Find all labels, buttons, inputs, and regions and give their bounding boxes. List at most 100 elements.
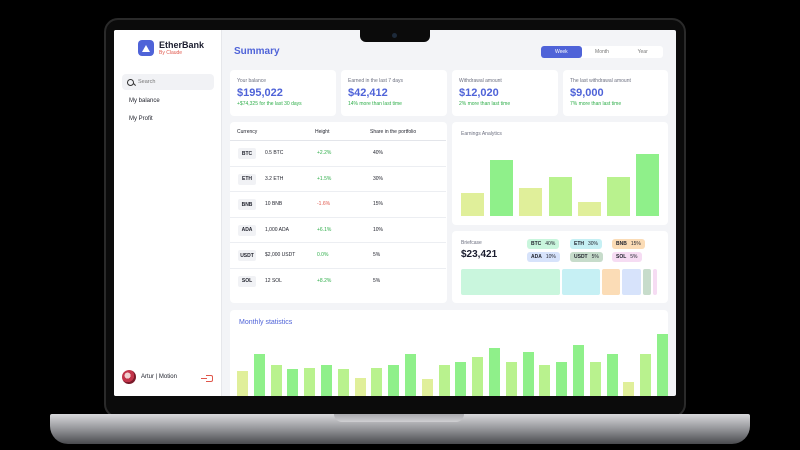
currency-amount: 1,000 ADA: [265, 226, 289, 233]
sidebar-item-my-balance[interactable]: My balance: [129, 98, 160, 104]
stat-card-balance: Your balance $195,022 +$74,325 for the l…: [230, 70, 336, 116]
monthly-bar: [237, 370, 248, 396]
app-screen: EtherBank By Claude My balance My Profit…: [114, 30, 676, 396]
currency-change: +2.2%: [317, 150, 332, 156]
earnings-bar: [607, 176, 630, 216]
chip-share: 15%: [630, 241, 641, 247]
briefcase-segment: [622, 269, 641, 295]
table-row[interactable]: ADA 1,000 ADA +6.1% 10%: [230, 216, 446, 242]
search-box[interactable]: [122, 74, 214, 90]
column-header-height: Height: [315, 129, 330, 135]
currency-share: 40%: [373, 150, 384, 156]
monthly-bar: [640, 353, 652, 396]
table-row[interactable]: BNB 10 BNB -1.6% 15%: [230, 191, 446, 216]
currency-badge: BNB: [238, 199, 256, 210]
chip-share: 40%: [545, 241, 556, 247]
stat-delta: +$74,325 for the last 30 days: [237, 101, 302, 107]
chip-code: ADA: [531, 254, 542, 260]
stat-value: $42,412: [348, 87, 388, 99]
monthly-bar: [405, 353, 416, 396]
monthly-bar: [337, 368, 349, 396]
currency-share: 5%: [373, 277, 381, 284]
table-row[interactable]: USDT $2,000 USDT 0.0% 5%: [230, 242, 446, 267]
currency-share: 5%: [373, 252, 381, 258]
column-header-currency: Currency: [237, 129, 258, 135]
earnings-bar: [490, 159, 514, 216]
briefcase-chip-sol: SOL 5%: [612, 252, 642, 262]
monthly-statistics-card: Monthly statistics: [230, 310, 668, 396]
monthly-bar: [354, 377, 366, 396]
currency-amount: 10 BNB: [265, 201, 283, 207]
currency-share: 10%: [373, 226, 384, 233]
monthly-bar: [455, 362, 467, 396]
tab-week[interactable]: Week: [541, 46, 582, 58]
chip-code: USDT: [574, 254, 588, 260]
stat-value: $12,020: [459, 87, 499, 99]
monthly-bar: [589, 362, 601, 396]
tab-month[interactable]: Month: [595, 49, 609, 55]
chip-code: BTC: [531, 241, 542, 247]
currency-change: +6.1%: [317, 226, 332, 233]
sidebar-item-my-profit[interactable]: My Profit: [129, 116, 153, 122]
period-tabs: Week Month Year: [541, 46, 663, 58]
monthly-bar: [253, 353, 265, 396]
logout-icon[interactable]: [201, 375, 213, 382]
camera-notch: [360, 30, 430, 42]
monthly-bar: [522, 352, 534, 396]
chip-share: 5%: [630, 254, 638, 260]
earnings-bar: [577, 201, 601, 216]
briefcase-value: $23,421: [461, 249, 498, 260]
earnings-bar: [636, 154, 660, 216]
briefcase-segment: [461, 269, 560, 295]
table-row[interactable]: SOL 12 SOL +8.2% 5%: [230, 267, 446, 293]
chip-share: 5%: [591, 254, 599, 260]
briefcase-chip-bnb: BNB 15%: [612, 239, 645, 249]
user-profile[interactable]: Artur | Motion: [122, 370, 177, 384]
monthly-bar: [606, 353, 618, 396]
currency-amount: 12 SOL: [265, 277, 282, 284]
earnings-bar: [461, 193, 484, 216]
currency-table: Currency Height Share in the portfolio B…: [230, 122, 447, 303]
logo-icon: [138, 40, 154, 56]
laptop-base-lip: [334, 414, 464, 422]
user-name: Artur | Motion: [141, 374, 177, 380]
briefcase-chip-eth: ETH 30%: [570, 239, 603, 249]
currency-badge: ETH: [238, 173, 256, 185]
stat-label: Withdrawal amount: [459, 78, 502, 84]
brand-logo[interactable]: EtherBank By Claude: [138, 40, 204, 56]
stat-value: $9,000: [570, 87, 604, 99]
monthly-bar: [421, 379, 433, 396]
monthly-bar: [438, 365, 450, 396]
chip-code: BNB: [616, 241, 627, 247]
monthly-bar: [287, 368, 299, 396]
currency-badge: BTC: [238, 148, 256, 159]
chip-share: 10%: [545, 254, 556, 260]
monthly-bar: [270, 365, 282, 396]
stat-delta: 14% more than last time: [348, 101, 402, 107]
chip-code: ETH: [574, 241, 584, 247]
currency-change: 0.0%: [317, 252, 329, 258]
column-header-share: Share in the portfolio: [370, 129, 417, 135]
avatar: [122, 370, 136, 384]
monthly-bar: [321, 365, 332, 396]
currency-amount: 3.2 ETH: [265, 175, 284, 182]
brand-sub: By Claude: [159, 50, 183, 56]
search-input[interactable]: [138, 79, 208, 85]
monthly-bar: [388, 365, 400, 396]
currency-change: -1.6%: [317, 201, 331, 207]
table-row[interactable]: ETH 3.2 ETH +1.5% 30%: [230, 165, 446, 191]
search-icon: [127, 78, 134, 86]
monthly-bar: [505, 362, 517, 396]
earnings-title: Earnings Analytics: [461, 131, 502, 137]
currency-amount: 0.5 BTC: [265, 150, 284, 156]
earnings-analytics-card: Earnings Analytics: [452, 122, 668, 225]
briefcase-title: Briefcase: [461, 240, 482, 246]
table-row[interactable]: BTC 0.5 BTC +2.2% 40%: [230, 140, 446, 165]
briefcase-chip-btc: BTC 40%: [527, 239, 560, 249]
tab-year[interactable]: Year: [637, 49, 648, 55]
briefcase-segment: [652, 269, 657, 295]
monthly-bar: [489, 348, 500, 396]
monthly-bar: [623, 381, 635, 396]
stat-card-last-withdrawal: The last withdrawal amount $9,000 7% mor…: [563, 70, 668, 116]
briefcase-segment: [602, 269, 621, 295]
